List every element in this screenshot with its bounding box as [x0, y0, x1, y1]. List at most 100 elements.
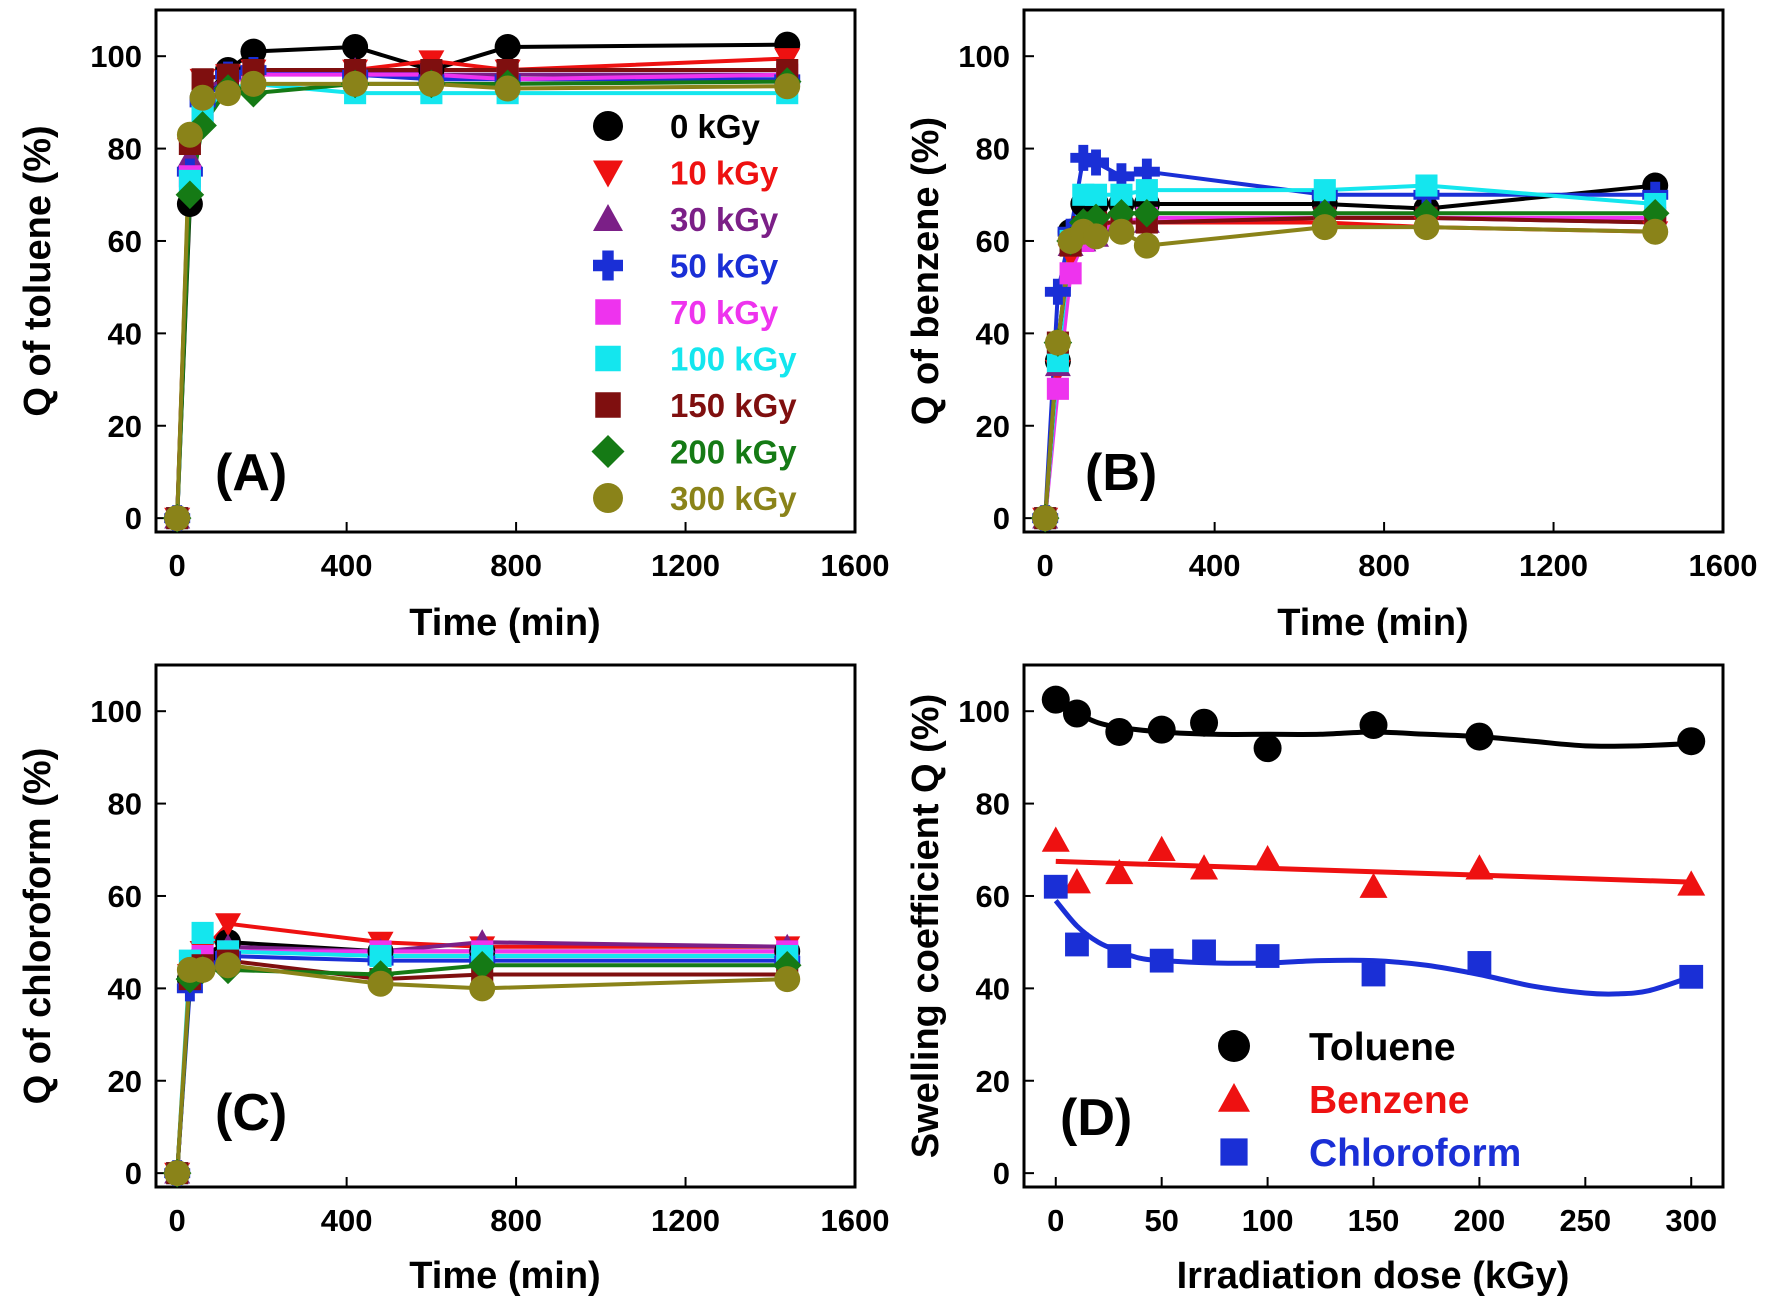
panel-c-x-tick-label: 1600 [821, 1203, 890, 1238]
panel-b-point-100-kgy [1046, 350, 1069, 373]
legend-label-70-kgy: 70 kGy [670, 294, 779, 331]
panel-c-point-100-kgy [369, 944, 392, 968]
legend-marker-chloroform [1220, 1138, 1248, 1166]
legend-marker-70-kgy [595, 299, 621, 325]
panel-d-legend: Toluene Benzene Chloroform [1218, 1026, 1521, 1175]
legend-label-200-kgy: 200 kGy [670, 434, 797, 471]
panel-c-point-300-kgy [367, 970, 394, 997]
panel-a-x-tick-label: 400 [321, 548, 373, 583]
panel-d-x-tick-label: 100 [1242, 1203, 1294, 1238]
legend-label-50-kgy: 50 kGy [670, 248, 779, 285]
panel-b-y-tick-label: 80 [976, 132, 1010, 167]
panel-d-x-tick-label: 200 [1454, 1203, 1506, 1238]
panel-d-y-axis-label: Swelling coefficient Q (%) [905, 694, 947, 1159]
panel-d-point-benzene [1041, 826, 1070, 852]
panel-c-y-tick-label: 0 [125, 1156, 142, 1191]
panel-d-point-toluene [1253, 734, 1282, 763]
panel-c: 0 400 800 1200 1600 0 20 40 60 80 100 (C) Time (mi… [17, 663, 890, 1297]
panel-d-point-benzene [1677, 870, 1706, 896]
panel-d-y-tick-label: 80 [976, 787, 1010, 822]
panel-a-y-tick-label: 100 [90, 39, 142, 74]
legend-label-150-kgy: 150 kGy [670, 387, 797, 424]
legend-marker-30-kgy [593, 204, 623, 231]
panel-b-point-300-kgy [1083, 223, 1110, 250]
panel-b-y-tick-label: 40 [976, 316, 1010, 351]
panel-d-y-tick-label: 40 [976, 971, 1010, 1006]
panel-a-legend: 0 kGy 10 kGy 30 kGy 50 kGy 70 kGy 100 kGy 150 … [591, 108, 797, 517]
panel-b-point-50-kgy [1108, 163, 1135, 190]
panel-b-y-tick-label: 0 [993, 501, 1010, 536]
panel-c-x-tick-label: 1200 [651, 1203, 720, 1238]
panel-d-point-toluene [1677, 727, 1706, 756]
panel-c-y-axis-label: Q of chloroform (%) [17, 748, 59, 1105]
panel-b-point-100-kgy [1415, 174, 1438, 197]
panel-d-point-toluene [1062, 699, 1091, 728]
legend-marker-100-kgy [595, 345, 621, 372]
panel-d-point-benzene [1147, 835, 1176, 861]
legend-marker-10-kgy [593, 160, 623, 188]
panel-d-point-chloroform [1065, 932, 1089, 957]
panel-b-point-300-kgy [1413, 214, 1440, 241]
panel-d-point-benzene [1359, 872, 1388, 898]
panel-a-point-0-kgy [494, 33, 521, 60]
panel-d-y-tick-label: 100 [958, 694, 1010, 729]
panel-a-label: (A) [215, 444, 287, 502]
panel-a-point-0-kgy [342, 33, 369, 60]
panel-b-point-300-kgy [1642, 218, 1669, 245]
panel-a-point-300-kgy [164, 505, 191, 532]
panel-c-point-300-kgy [189, 956, 216, 983]
panel-b-y-tick-label: 20 [976, 409, 1010, 444]
panel-c-point-10-kgy [215, 913, 242, 937]
legend-label-100-kgy: 100 kGy [670, 341, 797, 378]
panel-a-point-300-kgy [418, 70, 445, 97]
panel-a-point-300-kgy [494, 75, 521, 102]
panel-c-label: (C) [215, 1084, 287, 1142]
panel-a-y-tick-label: 80 [108, 132, 142, 167]
panel-d-point-toluene [1190, 708, 1219, 737]
panel-d-point-benzene [1062, 868, 1091, 894]
panel-d-x-tick-label: 50 [1144, 1203, 1178, 1238]
panel-b-point-50-kgy [1083, 149, 1110, 176]
panel-a-point-150-kgy [191, 68, 214, 91]
panel-c-point-300-kgy [215, 952, 242, 979]
panel-a-point-0-kgy [240, 38, 267, 65]
panel-b-label: (B) [1085, 444, 1157, 502]
panel-d-y-tick-label: 20 [976, 1064, 1010, 1099]
legend-marker-benzene [1218, 1083, 1250, 1112]
panel-a-point-300-kgy [342, 70, 369, 97]
panel-a-point-200-kgy [188, 111, 217, 140]
panel-a-x-tick-label: 0 [169, 548, 186, 583]
panel-a-point-300-kgy [240, 70, 267, 97]
panel-d-point-toluene [1359, 711, 1388, 740]
panel-c-x-tick-label: 800 [490, 1203, 542, 1238]
panel-c-point-300-kgy [164, 1160, 191, 1187]
panel-c-point-300-kgy [774, 966, 801, 993]
legend-marker-0-kgy [593, 111, 623, 141]
panel-c-point-300-kgy [469, 975, 496, 1002]
panel-a: 0 400 800 1200 1600 0 20 40 60 80 100 (A) Time (mi… [17, 8, 889, 644]
panel-b-point-300-kgy [1311, 214, 1338, 241]
panel-a-x-tick-label: 800 [490, 548, 542, 583]
panel-b-y-tick-label: 60 [976, 224, 1010, 259]
panel-d-x-tick-label: 300 [1665, 1203, 1717, 1238]
legend-label-300-kgy: 300 kGy [670, 480, 797, 517]
panel-a-point-30-kgy [176, 144, 203, 169]
legend-marker-150-kgy [595, 392, 621, 418]
panel-d-fit-curve-toluene [1054, 701, 1692, 749]
panel-b-y-axis-label: Q of benzene (%) [905, 117, 947, 425]
panel-b-point-50-kgy [1133, 158, 1160, 185]
panel-b-point-300-kgy [1108, 218, 1135, 245]
panel-d-point-toluene [1041, 685, 1070, 714]
panel-c-x-axis-label: Time (min) [409, 1255, 600, 1297]
panel-b-point-100-kgy [1313, 179, 1336, 202]
panel-c-point-200-kgy [467, 950, 497, 980]
panel-b-x-tick-label: 0 [1037, 548, 1054, 583]
panel-a-x-axis-label: Time (min) [409, 602, 600, 644]
panel-d-x-tick-label: 0 [1047, 1203, 1064, 1238]
legend-label-30-kgy: 30 kGy [670, 201, 779, 238]
panel-d-point-benzene [1105, 858, 1134, 885]
panel-d-y-tick-label: 60 [976, 879, 1010, 914]
panel-a-point-300-kgy [189, 84, 216, 111]
panel-d-point-toluene [1105, 717, 1134, 746]
